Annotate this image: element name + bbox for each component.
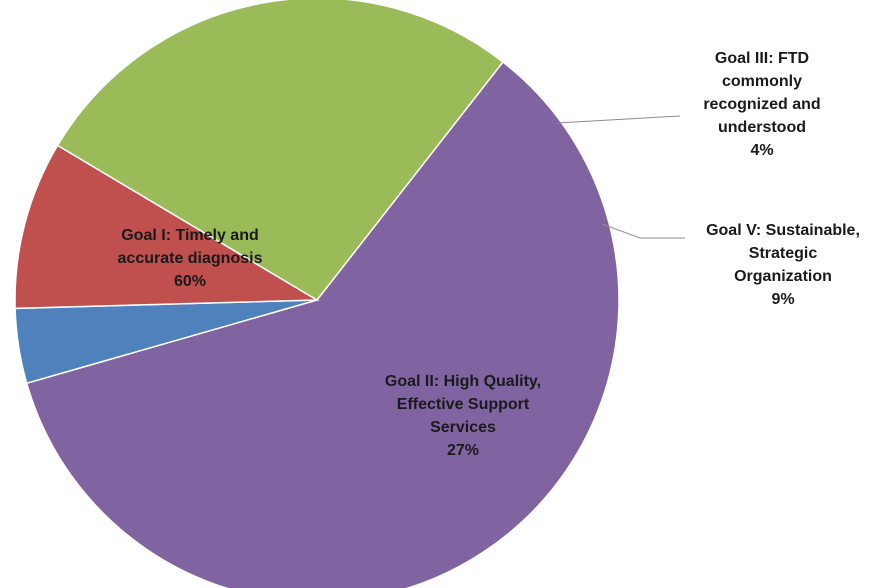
pie-slice-4 [56,0,504,301]
slice-label-line: commonly [722,73,802,90]
slice-label-4: Goal II: High Quality, Effective Support S… [385,373,541,459]
pie-slice-1 [25,60,620,588]
slice-label-line: Strategic [749,245,818,262]
slice-label-line: Services [430,419,496,436]
slice-percent-label: 60% [174,273,206,290]
slice-percent-label: 4% [750,142,773,159]
slice-percent-label: 9% [771,291,794,308]
slice-label-line: understood [718,119,806,136]
slice-label-line: Goal III: FTD [715,50,809,67]
slice-label-line: Goal V: Sustainable, [706,222,860,239]
slice-label-line: Organization [734,268,832,285]
leader-lines [556,115,685,239]
slice-labels: Goal I: Timely and accurate diagnosis 60%G… [118,50,860,459]
slice-label-line: Effective Support [397,396,530,413]
leader-line-3 [601,223,685,239]
slice-label-3: Goal V: Sustainable, Strategic Organizatio… [706,222,860,308]
slice-label-2: Goal III: FTD commonly recognized and under… [703,50,820,159]
slice-label-line: Goal I: Timely and [121,227,259,244]
pie-slices [14,0,620,588]
slice-label-line: accurate diagnosis [118,250,263,267]
slice-label-1: Goal I: Timely and accurate diagnosis 60% [118,227,263,290]
slice-percent-label: 27% [447,442,479,459]
leader-line-2 [556,115,681,124]
slice-label-line: Goal II: High Quality, [385,373,541,390]
pie-slice-3 [14,144,320,310]
slice-label-line: recognized and [703,96,820,113]
